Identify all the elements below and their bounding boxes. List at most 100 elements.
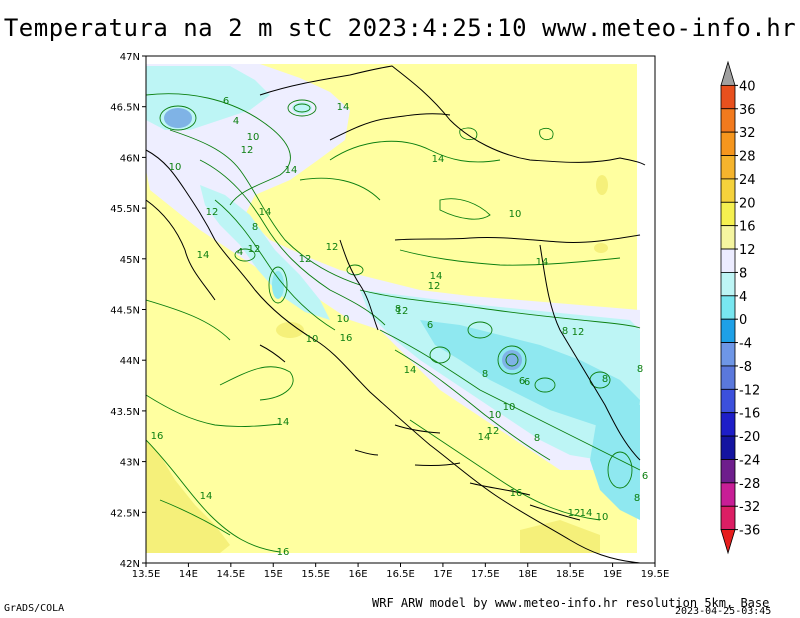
contour-label: 6 <box>427 320 433 331</box>
contour-label: 16 <box>510 488 523 499</box>
y-axis: 47N 46.5N 46N 45.5N 45N 44.5N 44N 43.5N 43N 42.5N… <box>110 52 146 570</box>
x-tick-label: 17.5E <box>471 569 500 580</box>
x-tick-label: 16.5E <box>386 569 415 580</box>
contour-label: 8 <box>482 369 488 380</box>
y-tick-label: 43.5N <box>110 407 140 418</box>
x-tick-label: 15E <box>264 569 283 580</box>
contour-label: 12 <box>572 327 585 338</box>
colorbar-swatch <box>720 482 736 507</box>
contour-label: 14 <box>432 154 445 165</box>
x-tick-label: 13.5E <box>132 569 161 580</box>
colorbar-label: 16 <box>739 220 756 235</box>
contour-label: 10 <box>169 162 182 173</box>
colorbar-swatch <box>720 365 736 390</box>
contour-label: 14 <box>259 207 272 218</box>
contour-label: 4 <box>233 116 239 127</box>
y-tick-label: 42.5N <box>110 508 140 519</box>
colorbar-label: -24 <box>739 453 760 468</box>
colorbar-label: -4 <box>739 337 752 352</box>
contour-label: 12 <box>326 242 339 253</box>
colorbar-label: -36 <box>739 524 760 539</box>
contour-label: 10 <box>509 209 522 220</box>
contour-label: 4 <box>237 247 243 258</box>
contour-label: 12 <box>299 254 312 265</box>
colorbar-label: 0 <box>739 313 747 328</box>
contour-label: 10 <box>306 334 319 345</box>
colorbar-swatch <box>720 505 736 531</box>
contour-label: 6 <box>524 377 530 388</box>
x-tick-label: 19E <box>603 569 622 580</box>
grads-credit: GrADS/COLA <box>4 603 65 614</box>
contour-label: 12 <box>396 306 409 317</box>
y-tick-label: 44N <box>120 356 140 367</box>
x-tick-label: 19.5E <box>641 569 670 580</box>
contour-label: 10 <box>503 402 516 413</box>
contour-label: 16 <box>151 431 164 442</box>
x-tick-label: 18E <box>518 569 537 580</box>
colorbar-label: -12 <box>739 383 760 398</box>
contour-label: 8 <box>562 326 568 337</box>
colorbar-label: 20 <box>739 196 756 211</box>
colorbar-swatch <box>720 108 736 133</box>
colorbar-label: 36 <box>739 103 756 118</box>
y-tick-label: 45.5N <box>110 204 140 215</box>
contour-label: 8 <box>534 433 540 444</box>
temperature-field <box>146 56 655 563</box>
y-tick-label: 46N <box>120 153 140 164</box>
colorbar: 4036322824201612840-4-8-12-16-20-24-28-3… <box>720 60 760 555</box>
model-credit: WRF ARW model by www.meteo-info.hr resol… <box>372 596 770 610</box>
colorbar-label: 32 <box>739 126 756 141</box>
contour-label: 14 <box>478 432 491 443</box>
colorbar-swatch <box>720 272 736 297</box>
y-tick-label: 44.5N <box>110 306 140 317</box>
colorbar-swatch <box>720 248 736 273</box>
contour-label: 14 <box>200 491 213 502</box>
contour-label: 10 <box>596 512 609 523</box>
colorbar-swatch <box>720 84 736 110</box>
x-tick-label: 14E <box>179 569 198 580</box>
colorbar-swatch <box>720 131 736 156</box>
colorbar-swatch <box>720 318 736 343</box>
contour-label: 14 <box>337 102 350 113</box>
y-tick-label: 45N <box>120 255 140 266</box>
contour-label: 6 <box>223 96 229 107</box>
x-tick-label: 18.5E <box>556 569 585 580</box>
colorbar-swatch <box>720 155 736 180</box>
colorbar-bottom-arrow <box>720 529 736 555</box>
colorbar-label: 12 <box>739 243 756 258</box>
colorbar-swatch <box>720 342 736 367</box>
x-tick-label: 17E <box>433 569 452 580</box>
contour-label: 8 <box>395 304 401 315</box>
x-tick-label: 16E <box>349 569 368 580</box>
colorbar-swatch <box>720 435 736 460</box>
colorbar-label: 8 <box>739 266 747 281</box>
contour-label: 14 <box>404 365 417 376</box>
colorbar-label: 40 <box>739 79 756 94</box>
colorbar-label: -32 <box>739 500 760 515</box>
contour-label: 6 <box>642 471 648 482</box>
colorbar-top-arrow <box>720 60 736 86</box>
x-tick-label: 15.5E <box>301 569 330 580</box>
colorbar-swatch <box>720 225 736 250</box>
colorbar-swatch <box>720 459 736 484</box>
colorbar-label: -28 <box>739 477 760 492</box>
contour-label: 8 <box>602 374 608 385</box>
colorbar-swatch <box>720 412 736 437</box>
colorbar-swatch <box>720 295 736 320</box>
colorbar-label: 4 <box>739 290 747 305</box>
x-axis: 13.5E 14E 14.5E 15E 15.5E 16E 16.5E 17E 17.5E 18E… <box>132 563 670 580</box>
y-tick-label: 47N <box>120 52 140 63</box>
y-tick-label: 43N <box>120 458 140 469</box>
x-tick-label: 14.5E <box>217 569 246 580</box>
contour-label: 14 <box>285 165 298 176</box>
colorbar-label: -16 <box>739 407 760 422</box>
contour-label: 14 <box>277 417 290 428</box>
colorbar-label: -8 <box>739 360 752 375</box>
contour-label: 12 <box>206 207 219 218</box>
contour-label: 14 <box>580 508 593 519</box>
colorbar-swatch <box>720 201 736 227</box>
contour-label: 8 <box>637 364 643 375</box>
contour-label: 14 <box>430 271 443 282</box>
